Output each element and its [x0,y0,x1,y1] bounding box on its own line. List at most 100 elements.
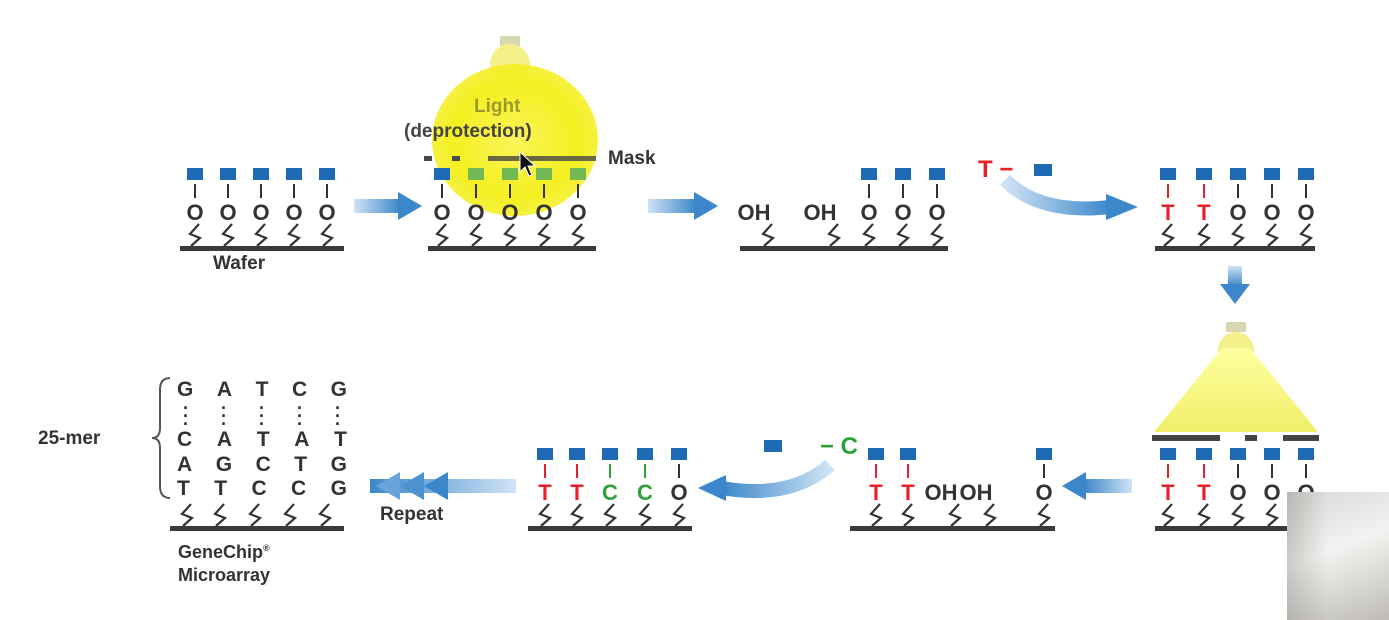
deprotection-label: (deprotection) [404,121,532,142]
linker [571,223,586,247]
bond [1237,464,1239,478]
group-label: OH [738,200,771,225]
seq-top-1: G [177,378,194,401]
protecting-group [1230,168,1246,180]
arrow-2 [648,192,718,220]
base-t: T [570,480,584,505]
protecting-group [861,168,877,180]
sequence-ellipsis: · · · · · · · · · · · · · · · [183,398,341,434]
protecting-group [569,448,585,460]
wafer-surface [740,246,948,251]
protecting-group [253,168,269,180]
seq-r3-2: T [214,477,228,500]
group-label: O [569,200,586,225]
group-label: O [670,480,687,505]
seq-top-2: A [216,378,233,401]
mask-label: Mask [608,148,656,169]
protecting-group [929,168,945,180]
repeat-label: Repeat [380,504,444,525]
wafer-surface [428,246,596,251]
arrow-5 [1062,472,1132,500]
arrow-3 [1000,174,1138,220]
bond [678,464,680,478]
protecting-group [1036,448,1052,460]
seq-r1-3: T [256,428,270,451]
c-monomer-label: − C [820,433,859,460]
seq-top-5: G [330,378,347,401]
group-label: O [1263,480,1280,505]
wafer-label: Wafer [213,253,266,274]
protecting-group [900,448,916,460]
base-t: T [1197,200,1211,225]
group-label: O [285,200,302,225]
linker [983,503,998,527]
linker [469,223,484,247]
protecting-group [468,168,484,180]
protecting-group [895,168,911,180]
linker [603,503,618,527]
linker [1265,223,1280,247]
group-label: OH [804,200,837,225]
mask-1 [424,156,596,161]
protecting-group [187,168,203,180]
chip-deprotected-2: T T OH OH O [850,448,1055,531]
bond [1305,464,1307,478]
linker [1265,503,1280,527]
protecting-group [1230,448,1246,460]
seq-top-3: T [255,378,269,401]
c-monomer-block [764,440,782,452]
linker [901,503,916,527]
sequence-top-row: G A T C G [177,378,347,402]
group-label: OH [960,480,993,505]
group-label: O [252,200,269,225]
wafer-surface [1155,246,1315,251]
group-label: O [1263,200,1280,225]
group-label: O [894,200,911,225]
linker [254,223,269,247]
group-label: O [1035,480,1052,505]
protecting-group [868,448,884,460]
seq-r2-3: C [255,453,271,476]
group-label: O [535,200,552,225]
group-label: O [467,200,484,225]
linker [570,503,585,527]
bond [543,184,545,198]
sequence-row-2: A G C T G [177,453,347,477]
group-label: O [501,200,518,225]
linker [869,503,884,527]
bond [509,184,511,198]
protecting-group [286,168,302,180]
bond [609,464,611,478]
seq-r1-4: A [294,428,310,451]
bond [544,464,546,478]
bond [293,184,295,198]
linker [221,223,236,247]
linker [1161,223,1176,247]
seq-r2-5: G [330,453,347,476]
linker [318,503,333,527]
protecting-group [1264,448,1280,460]
protecting-group [1196,448,1212,460]
seq-r1-5: T [334,428,347,451]
linker [248,503,263,527]
linker [287,223,302,247]
protecting-group [602,448,618,460]
linker [1161,503,1176,527]
linker [948,503,963,527]
arrow-4 [1220,266,1250,304]
linker [538,503,553,527]
seq-r3-1: T [177,477,190,500]
bond [441,184,443,198]
seq-top-4: C [291,378,308,401]
seq-r2-4: T [294,453,308,476]
linker [1037,503,1052,527]
protecting-group [570,168,586,180]
bond [1203,184,1205,198]
bond [1271,184,1273,198]
brace [151,377,171,499]
sequence-row-1: C A T A T [177,428,347,452]
linker [1231,223,1246,247]
